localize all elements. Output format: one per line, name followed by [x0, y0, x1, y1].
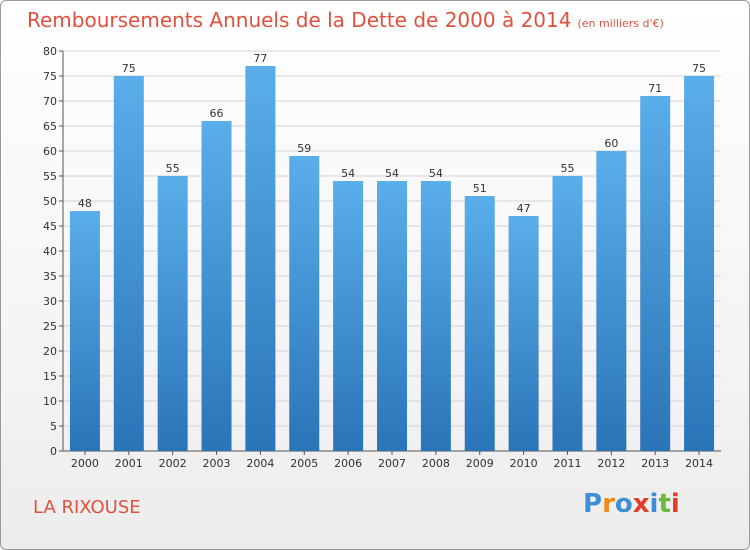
x-tick-label-2013: 2013 — [641, 457, 669, 470]
y-tick-label: 55 — [43, 170, 57, 183]
logo-letter: o — [614, 489, 633, 519]
bar-2014 — [684, 76, 715, 451]
x-tick-label-2005: 2005 — [290, 457, 318, 470]
x-tick-label-2012: 2012 — [597, 457, 625, 470]
data-label-2000: 48 — [78, 197, 92, 210]
x-tick-label-2011: 2011 — [553, 457, 581, 470]
y-tick-label: 50 — [43, 195, 57, 208]
x-tick-label-2014: 2014 — [685, 457, 713, 470]
data-label-2007: 54 — [385, 167, 399, 180]
y-tick-label: 10 — [43, 395, 57, 408]
bar-2004 — [245, 66, 276, 451]
logo-letter: i — [649, 489, 659, 519]
data-label-2001: 75 — [122, 62, 136, 75]
data-label-2011: 55 — [560, 162, 574, 175]
data-label-2005: 59 — [297, 142, 311, 155]
x-tick-label-2004: 2004 — [246, 457, 274, 470]
data-label-2009: 51 — [473, 182, 487, 195]
data-label-2004: 77 — [253, 52, 267, 65]
x-tick-label-2007: 2007 — [378, 457, 406, 470]
bar-2008 — [420, 181, 451, 451]
data-label-2006: 54 — [341, 167, 355, 180]
bar-2013 — [640, 96, 671, 451]
y-tick-label: 30 — [43, 295, 57, 308]
bar-2006 — [333, 181, 364, 451]
chart-title-text: Remboursements Annuels de la Dette de 20… — [27, 8, 572, 32]
y-tick-label: 70 — [43, 95, 57, 108]
data-label-2003: 66 — [210, 107, 224, 120]
data-label-2014: 75 — [692, 62, 706, 75]
bars — [69, 66, 715, 451]
data-label-2012: 60 — [604, 137, 618, 150]
data-label-2010: 47 — [517, 202, 531, 215]
bar-2010 — [508, 216, 539, 451]
x-tick-label-2000: 2000 — [71, 457, 99, 470]
y-tick-label: 40 — [43, 245, 57, 258]
x-tick-label-2001: 2001 — [115, 457, 143, 470]
proxiti-logo: Proxiti — [583, 489, 680, 519]
y-tick-label: 65 — [43, 120, 57, 133]
x-tick-label-2006: 2006 — [334, 457, 362, 470]
logo-letter: i — [670, 489, 680, 519]
y-tick-label: 75 — [43, 70, 57, 83]
logo-letter: P — [583, 489, 603, 519]
logo-letter: t — [658, 489, 671, 519]
y-tick-label: 60 — [43, 145, 57, 158]
bar-2007 — [377, 181, 407, 451]
chart-title: Remboursements Annuels de la Dette de 20… — [27, 8, 664, 32]
y-tick-label: 35 — [43, 270, 57, 283]
bar-2000 — [69, 211, 100, 451]
bar-2001 — [113, 76, 144, 451]
bar-2002 — [157, 176, 188, 451]
x-tick-label-2008: 2008 — [422, 457, 450, 470]
logo-letter: r — [602, 489, 615, 519]
y-tick-label: 15 — [43, 370, 57, 383]
x-tick-labels: 2000 2001 2002 2003 2004 2005 2006 2007 2008 2009… — [71, 457, 713, 470]
bar-2009 — [464, 196, 495, 451]
y-tick-labels: 0 5 10 15 20 25 30 35 40 45 50 55 60 65 70 75 80 — [43, 45, 57, 458]
data-label-2008: 54 — [429, 167, 443, 180]
y-tick-label: 25 — [43, 320, 57, 333]
logo-letter: x — [632, 489, 650, 519]
y-tick-label: 20 — [43, 345, 57, 358]
data-labels: 48 75 55 66 77 59 54 54 54 51 47 55 60 71 75 — [78, 52, 706, 215]
y-tick-label: 5 — [50, 420, 57, 433]
data-label-2013: 71 — [648, 82, 662, 95]
bar-2011 — [552, 176, 583, 451]
y-tick-label: 80 — [43, 45, 57, 58]
bar-2005 — [289, 156, 320, 451]
bar-2003 — [201, 121, 232, 451]
x-tick-label-2009: 2009 — [466, 457, 494, 470]
x-tick-label-2002: 2002 — [159, 457, 187, 470]
x-tick-label-2010: 2010 — [510, 457, 538, 470]
x-tick-label-2003: 2003 — [203, 457, 231, 470]
y-tick-label: 45 — [43, 220, 57, 233]
commune-name: LA RIXOUSE — [33, 497, 141, 518]
bar-2012 — [596, 151, 627, 451]
y-tick-label: 0 — [50, 445, 57, 458]
chart-subtitle: (en milliers d'€) — [577, 17, 664, 30]
data-label-2002: 55 — [166, 162, 180, 175]
